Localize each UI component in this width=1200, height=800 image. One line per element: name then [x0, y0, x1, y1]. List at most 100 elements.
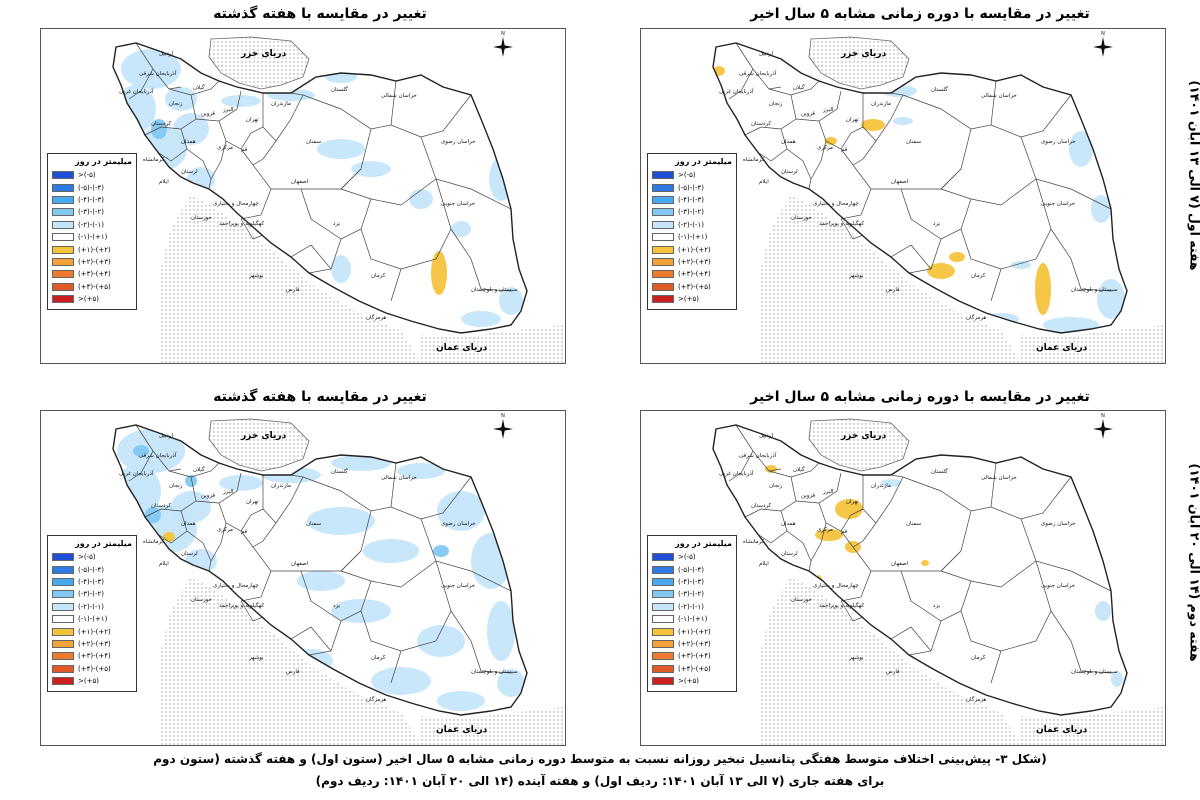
province-label-zanjan: زنجان [769, 101, 783, 107]
province-label-khuzestan: خوزستان [191, 597, 212, 603]
province-boundary [300, 570, 372, 622]
province-boundary [1020, 518, 1112, 592]
province-boundary [900, 570, 972, 622]
oman-sea-label: دریای عمان [436, 343, 488, 353]
legend-label: (-۲)-(-۱) [678, 220, 705, 229]
province-boundary [240, 508, 277, 548]
province-label-ilam: ایلام [759, 179, 769, 185]
legend-label: (-۵)-(-۴) [678, 183, 705, 192]
iran-border [712, 42, 1128, 334]
province-label-golestan: گلستان [331, 469, 348, 475]
province-label-hamedan: همدان [781, 521, 796, 527]
province-label-s_khorasan: خراسان جنوبی [1041, 583, 1076, 589]
legend-title: میلیمتر در روز [675, 157, 732, 166]
persian-gulf-shape [761, 576, 1021, 745]
anomaly-blob [151, 119, 167, 139]
anomaly-layer [713, 66, 1125, 333]
province-label-ardabil: اردبیل [759, 51, 773, 57]
province-boundary [768, 80, 820, 96]
legend-box: میلیمتر در روز >(-۵) (-۵)-(-۴) (-۴)-(-۳) (-۳… [647, 535, 737, 693]
legend-item: (-۴)-(-۳) [52, 576, 132, 588]
province-boundary [195, 90, 242, 122]
legend-swatch [652, 171, 674, 180]
legend-swatch [52, 577, 74, 586]
legend-swatch [52, 171, 74, 180]
legend-swatch [652, 220, 674, 229]
province-boundary [728, 450, 754, 482]
province-label-gilan: گیلان [793, 85, 805, 91]
province-boundary [420, 518, 512, 592]
legend-label: (-۱)-(+۱) [678, 233, 708, 242]
province-label-markazi: مرکزی [217, 527, 233, 533]
province-label-chb: چهارمحال و بختیاری [813, 583, 859, 589]
legend-label: (+۳)-(+۴) [78, 652, 111, 661]
legend-label: (+۲)-(+۳) [78, 639, 111, 648]
caspian-sea-label: دریای خزر [841, 49, 887, 59]
legend-label: (-۱)-(+۱) [678, 615, 708, 624]
province-label-gilan: گیلان [193, 467, 205, 473]
legend-box: میلیمتر در روز >(-۵) (-۵)-(-۴) (-۴)-(-۳) (-۳… [47, 535, 137, 693]
anomaly-blob [317, 139, 365, 159]
province-boundary [810, 522, 827, 562]
iran-fill [713, 425, 1127, 715]
legend-swatch [652, 602, 674, 611]
persian-gulf-shape [161, 194, 421, 363]
legend-item: (-۴)-(-۳) [652, 576, 732, 588]
legend-item: (-۳)-(-۲) [652, 206, 732, 218]
province-label-kb: کهگیلویه و بویراحمد [819, 603, 865, 609]
province-boundary [786, 148, 812, 190]
anomaly-blob [331, 455, 391, 471]
anomaly-blob [409, 189, 433, 209]
province-label-n_khorasan: خراسان شمالی [381, 475, 417, 481]
legend-swatch [52, 602, 74, 611]
legend-item: (+۴)-(+۵) [652, 663, 732, 675]
legend-label: >(+۵) [78, 295, 99, 304]
legend-swatch [652, 639, 674, 648]
province-label-razavi: خراسان رضوی [441, 521, 476, 527]
province-label-qom: قم [241, 529, 248, 535]
anomaly-blob [171, 491, 211, 523]
svg-text:N: N [501, 413, 505, 419]
anomaly-blob [921, 560, 929, 566]
province-label-ardabil: اردبیل [159, 433, 173, 439]
province-label-kermanshah: کرمانشاه [143, 157, 165, 163]
province-boundary [818, 93, 864, 150]
persian-gulf-shape [161, 576, 421, 745]
anomaly-blob [121, 49, 181, 89]
legend-label: >(-۵) [678, 553, 696, 562]
legend-item: (-۱)-(+۱) [652, 231, 732, 243]
anomaly-blob [165, 87, 197, 111]
province-boundary [240, 218, 264, 240]
oman-sea-shape [1021, 325, 1165, 363]
legend-item: (+۱)-(+۲) [52, 243, 132, 255]
province-boundary [275, 474, 304, 524]
province-label-yazd: یزد [933, 221, 941, 227]
anomaly-blob [825, 137, 837, 145]
map-panel-r1-five-year: N دریای خزر دریای عمان اردبیل آذربایجان شرقی… [640, 28, 1166, 364]
province-boundary [735, 42, 782, 90]
province-label-lorestan: لرستان [781, 169, 798, 175]
legend-swatch [52, 195, 74, 204]
province-label-khuzestan: خوزستان [791, 597, 812, 603]
legend-label: >(+۵) [78, 677, 99, 686]
legend-swatch [652, 183, 674, 192]
province-label-kermanshah: کرمانشاه [743, 539, 765, 545]
province-label-qom: قم [841, 147, 848, 153]
province-label-golestan: گلستان [931, 469, 948, 475]
legend-item: >(+۵) [52, 293, 132, 305]
legend-label: (-۵)-(-۴) [78, 183, 105, 192]
province-label-chb: چهارمحال و بختیاری [213, 583, 259, 589]
legend-label: >(+۵) [678, 677, 699, 686]
province-label-markazi: مرکزی [817, 145, 833, 151]
legend-label: >(-۵) [678, 171, 696, 180]
legend-swatch [52, 233, 74, 242]
legend-label: (-۳)-(-۲) [78, 590, 105, 599]
legend-item: (-۳)-(-۲) [52, 206, 132, 218]
province-boundary [890, 626, 932, 652]
province-boundary [210, 522, 227, 562]
province-boundary [128, 450, 154, 482]
province-boundary [875, 474, 904, 524]
oman-sea-label: دریای عمان [1036, 343, 1088, 353]
anomaly-blob [1101, 495, 1113, 511]
province-boundary [970, 560, 1037, 588]
